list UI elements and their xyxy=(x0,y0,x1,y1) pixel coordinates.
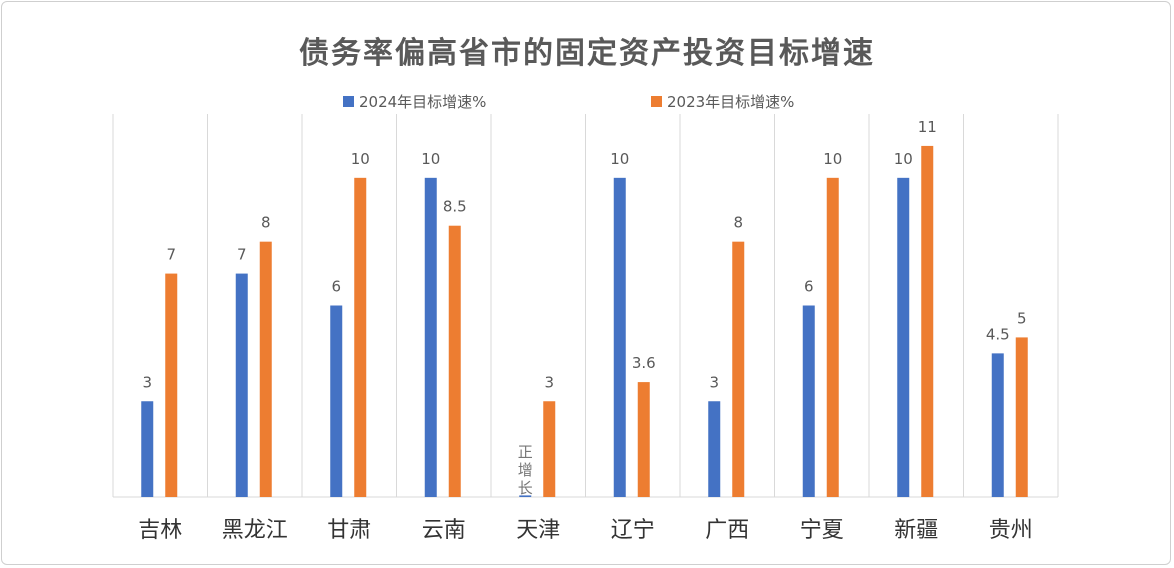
bar-2024 xyxy=(519,495,532,497)
data-label: 7 xyxy=(166,246,176,264)
x-tick-label: 天津 xyxy=(516,518,560,543)
bar-2024 xyxy=(802,305,815,497)
bar-2023 xyxy=(448,225,461,498)
bar-2024 xyxy=(424,177,437,498)
bar-2024 xyxy=(897,177,910,498)
bar-2023 xyxy=(354,177,367,498)
data-label: 10 xyxy=(351,150,370,168)
bar-2024 xyxy=(613,177,626,498)
data-label: 7 xyxy=(237,246,247,264)
x-tick-label: 贵州 xyxy=(989,518,1033,543)
chart-title: 债务率偏高省市的固定资产投资目标增速 xyxy=(299,36,875,71)
data-label: 3 xyxy=(142,373,152,391)
bar-2024 xyxy=(330,305,343,497)
data-label-vertical: 正 xyxy=(518,443,533,461)
data-label: 8.5 xyxy=(443,198,467,216)
bar-2023 xyxy=(732,241,745,497)
legend-label: 2024年目标增速% xyxy=(359,93,486,111)
data-label: 10 xyxy=(421,150,440,168)
data-label: 5 xyxy=(1017,309,1027,327)
x-tick-label: 甘肃 xyxy=(327,518,371,543)
data-label: 6 xyxy=(804,278,814,296)
data-label: 3.6 xyxy=(632,354,656,372)
legend-swatch xyxy=(343,96,354,107)
bar-2023 xyxy=(921,145,934,497)
data-label: 11 xyxy=(918,118,937,136)
x-tick-label: 辽宁 xyxy=(611,518,655,543)
x-tick-label: 新疆 xyxy=(894,518,938,543)
bar-2024 xyxy=(708,401,721,497)
x-tick-label: 吉林 xyxy=(138,518,182,543)
data-label: 3 xyxy=(709,373,719,391)
bar-2023 xyxy=(543,401,556,497)
bar-2024 xyxy=(235,273,248,497)
x-tick-label: 云南 xyxy=(422,518,466,543)
legend-label: 2023年目标增速% xyxy=(667,93,794,111)
data-label: 3 xyxy=(544,373,554,391)
data-label-vertical: 长 xyxy=(518,479,533,497)
bar-2023 xyxy=(165,273,178,497)
bar-2024 xyxy=(991,353,1004,497)
data-label: 8 xyxy=(733,214,743,232)
data-label: 8 xyxy=(261,214,271,232)
bar-2024 xyxy=(141,401,154,497)
x-tick-label: 宁夏 xyxy=(800,518,844,543)
bar-2023 xyxy=(259,241,272,497)
bar-2023 xyxy=(826,177,839,498)
data-label: 4.5 xyxy=(986,325,1010,343)
x-tick-label: 黑龙江 xyxy=(222,518,288,543)
bar-2023 xyxy=(1015,337,1028,497)
data-label: 10 xyxy=(823,150,842,168)
data-label: 6 xyxy=(331,278,341,296)
x-tick-label: 广西 xyxy=(705,518,749,543)
data-label: 10 xyxy=(610,150,629,168)
data-label-vertical: 增 xyxy=(518,461,533,479)
data-label: 10 xyxy=(894,150,913,168)
legend-swatch xyxy=(651,96,662,107)
bar-2023 xyxy=(637,382,650,497)
